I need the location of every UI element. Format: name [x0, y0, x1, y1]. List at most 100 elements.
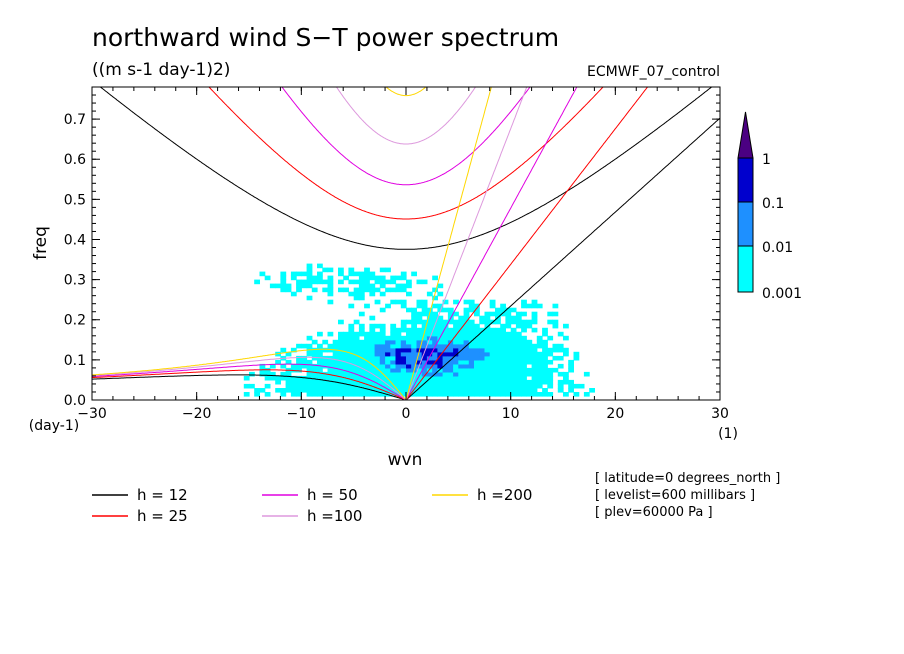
- power-cell: [385, 267, 391, 273]
- power-cell: [369, 291, 376, 297]
- power-cell: [505, 339, 512, 345]
- power-cell: [442, 343, 449, 349]
- power-cell: [379, 327, 386, 333]
- power-cell: [249, 383, 255, 389]
- power-cell: [463, 299, 470, 305]
- power-cell: [510, 339, 517, 345]
- power-cell: [442, 367, 449, 373]
- power-cell: [568, 383, 574, 389]
- power-cell: [369, 271, 376, 277]
- power-cell: [495, 363, 501, 369]
- power-cell: [338, 383, 344, 389]
- power-cell: [500, 307, 506, 313]
- power-cell: [290, 392, 297, 397]
- power-cell: [364, 363, 370, 369]
- power-cell: [296, 392, 302, 397]
- power-cell: [426, 319, 433, 325]
- power-cell: [374, 375, 381, 381]
- power-cell: [479, 359, 486, 365]
- power-cell: [416, 392, 423, 397]
- power-cell: [468, 363, 475, 369]
- power-cell: [400, 388, 407, 393]
- power-cell: [343, 335, 349, 341]
- power-cell: [406, 327, 412, 333]
- power-cell: [322, 359, 329, 365]
- power-cell: [463, 363, 470, 369]
- power-cell: [531, 347, 538, 353]
- power-cell: [463, 327, 470, 333]
- power-cell: [437, 351, 444, 357]
- power-cell: [458, 392, 465, 397]
- power-cell: [406, 283, 412, 289]
- power-cell: [447, 388, 454, 393]
- power-cell: [468, 371, 475, 377]
- power-cell: [489, 343, 496, 349]
- power-cell: [421, 339, 428, 345]
- power-cell: [390, 379, 397, 385]
- power-cell: [474, 323, 480, 329]
- x-axis-label: wvn: [388, 450, 423, 470]
- power-cell: [317, 271, 323, 277]
- power-cell: [400, 355, 407, 361]
- power-cell: [374, 355, 381, 361]
- power-cell: [536, 335, 543, 341]
- power-cell: [374, 339, 381, 345]
- power-cell: [531, 343, 538, 349]
- power-cell: [515, 359, 522, 365]
- power-cell: [296, 388, 302, 393]
- power-cell: [521, 392, 527, 397]
- y-tick-label: 0.7: [64, 112, 86, 128]
- power-cell: [306, 363, 313, 369]
- power-cell: [500, 347, 506, 353]
- power-cell: [395, 371, 402, 377]
- power-cell: [515, 347, 522, 353]
- power-cell: [426, 291, 433, 297]
- power-cell: [515, 355, 522, 361]
- power-cell: [484, 367, 491, 373]
- power-cell: [489, 327, 496, 333]
- power-cell: [442, 307, 449, 313]
- power-cell: [442, 383, 449, 389]
- power-cell: [322, 339, 329, 345]
- power-cell: [332, 343, 339, 349]
- power-cell: [406, 347, 412, 353]
- power-cell: [306, 275, 313, 281]
- power-cell: [542, 363, 548, 369]
- x-tick-label: 10: [502, 406, 520, 422]
- power-cell: [379, 331, 386, 337]
- power-cell: [379, 323, 386, 329]
- power-cell: [437, 383, 444, 389]
- power-cell: [421, 383, 428, 389]
- power-cell: [353, 359, 360, 365]
- power-cell: [296, 355, 302, 361]
- power-cell: [463, 347, 470, 353]
- power-cell: [338, 335, 344, 341]
- power-cell: [500, 335, 506, 341]
- power-cell: [510, 319, 517, 325]
- power-cell: [515, 323, 522, 329]
- power-cell: [447, 392, 454, 397]
- x-unit-label: (1): [718, 426, 738, 442]
- power-cell: [463, 331, 470, 337]
- power-cell: [437, 319, 444, 325]
- power-cell: [411, 343, 417, 349]
- power-cell: [332, 367, 339, 373]
- power-cell: [416, 355, 423, 361]
- power-cell: [369, 331, 376, 337]
- power-cell: [458, 323, 465, 329]
- power-cell: [379, 363, 386, 369]
- power-cell: [364, 355, 370, 361]
- power-cell: [500, 323, 506, 329]
- power-cell: [463, 388, 470, 393]
- power-cell: [400, 392, 407, 397]
- power-cell: [489, 383, 496, 389]
- power-cell: [379, 275, 386, 281]
- power-cell: [458, 331, 465, 337]
- power-cell: [426, 307, 433, 313]
- power-cell: [521, 375, 527, 381]
- power-cell: [474, 383, 480, 389]
- power-cell: [474, 355, 480, 361]
- power-cell: [322, 279, 329, 285]
- power-cell: [416, 319, 423, 325]
- power-cell: [437, 283, 444, 289]
